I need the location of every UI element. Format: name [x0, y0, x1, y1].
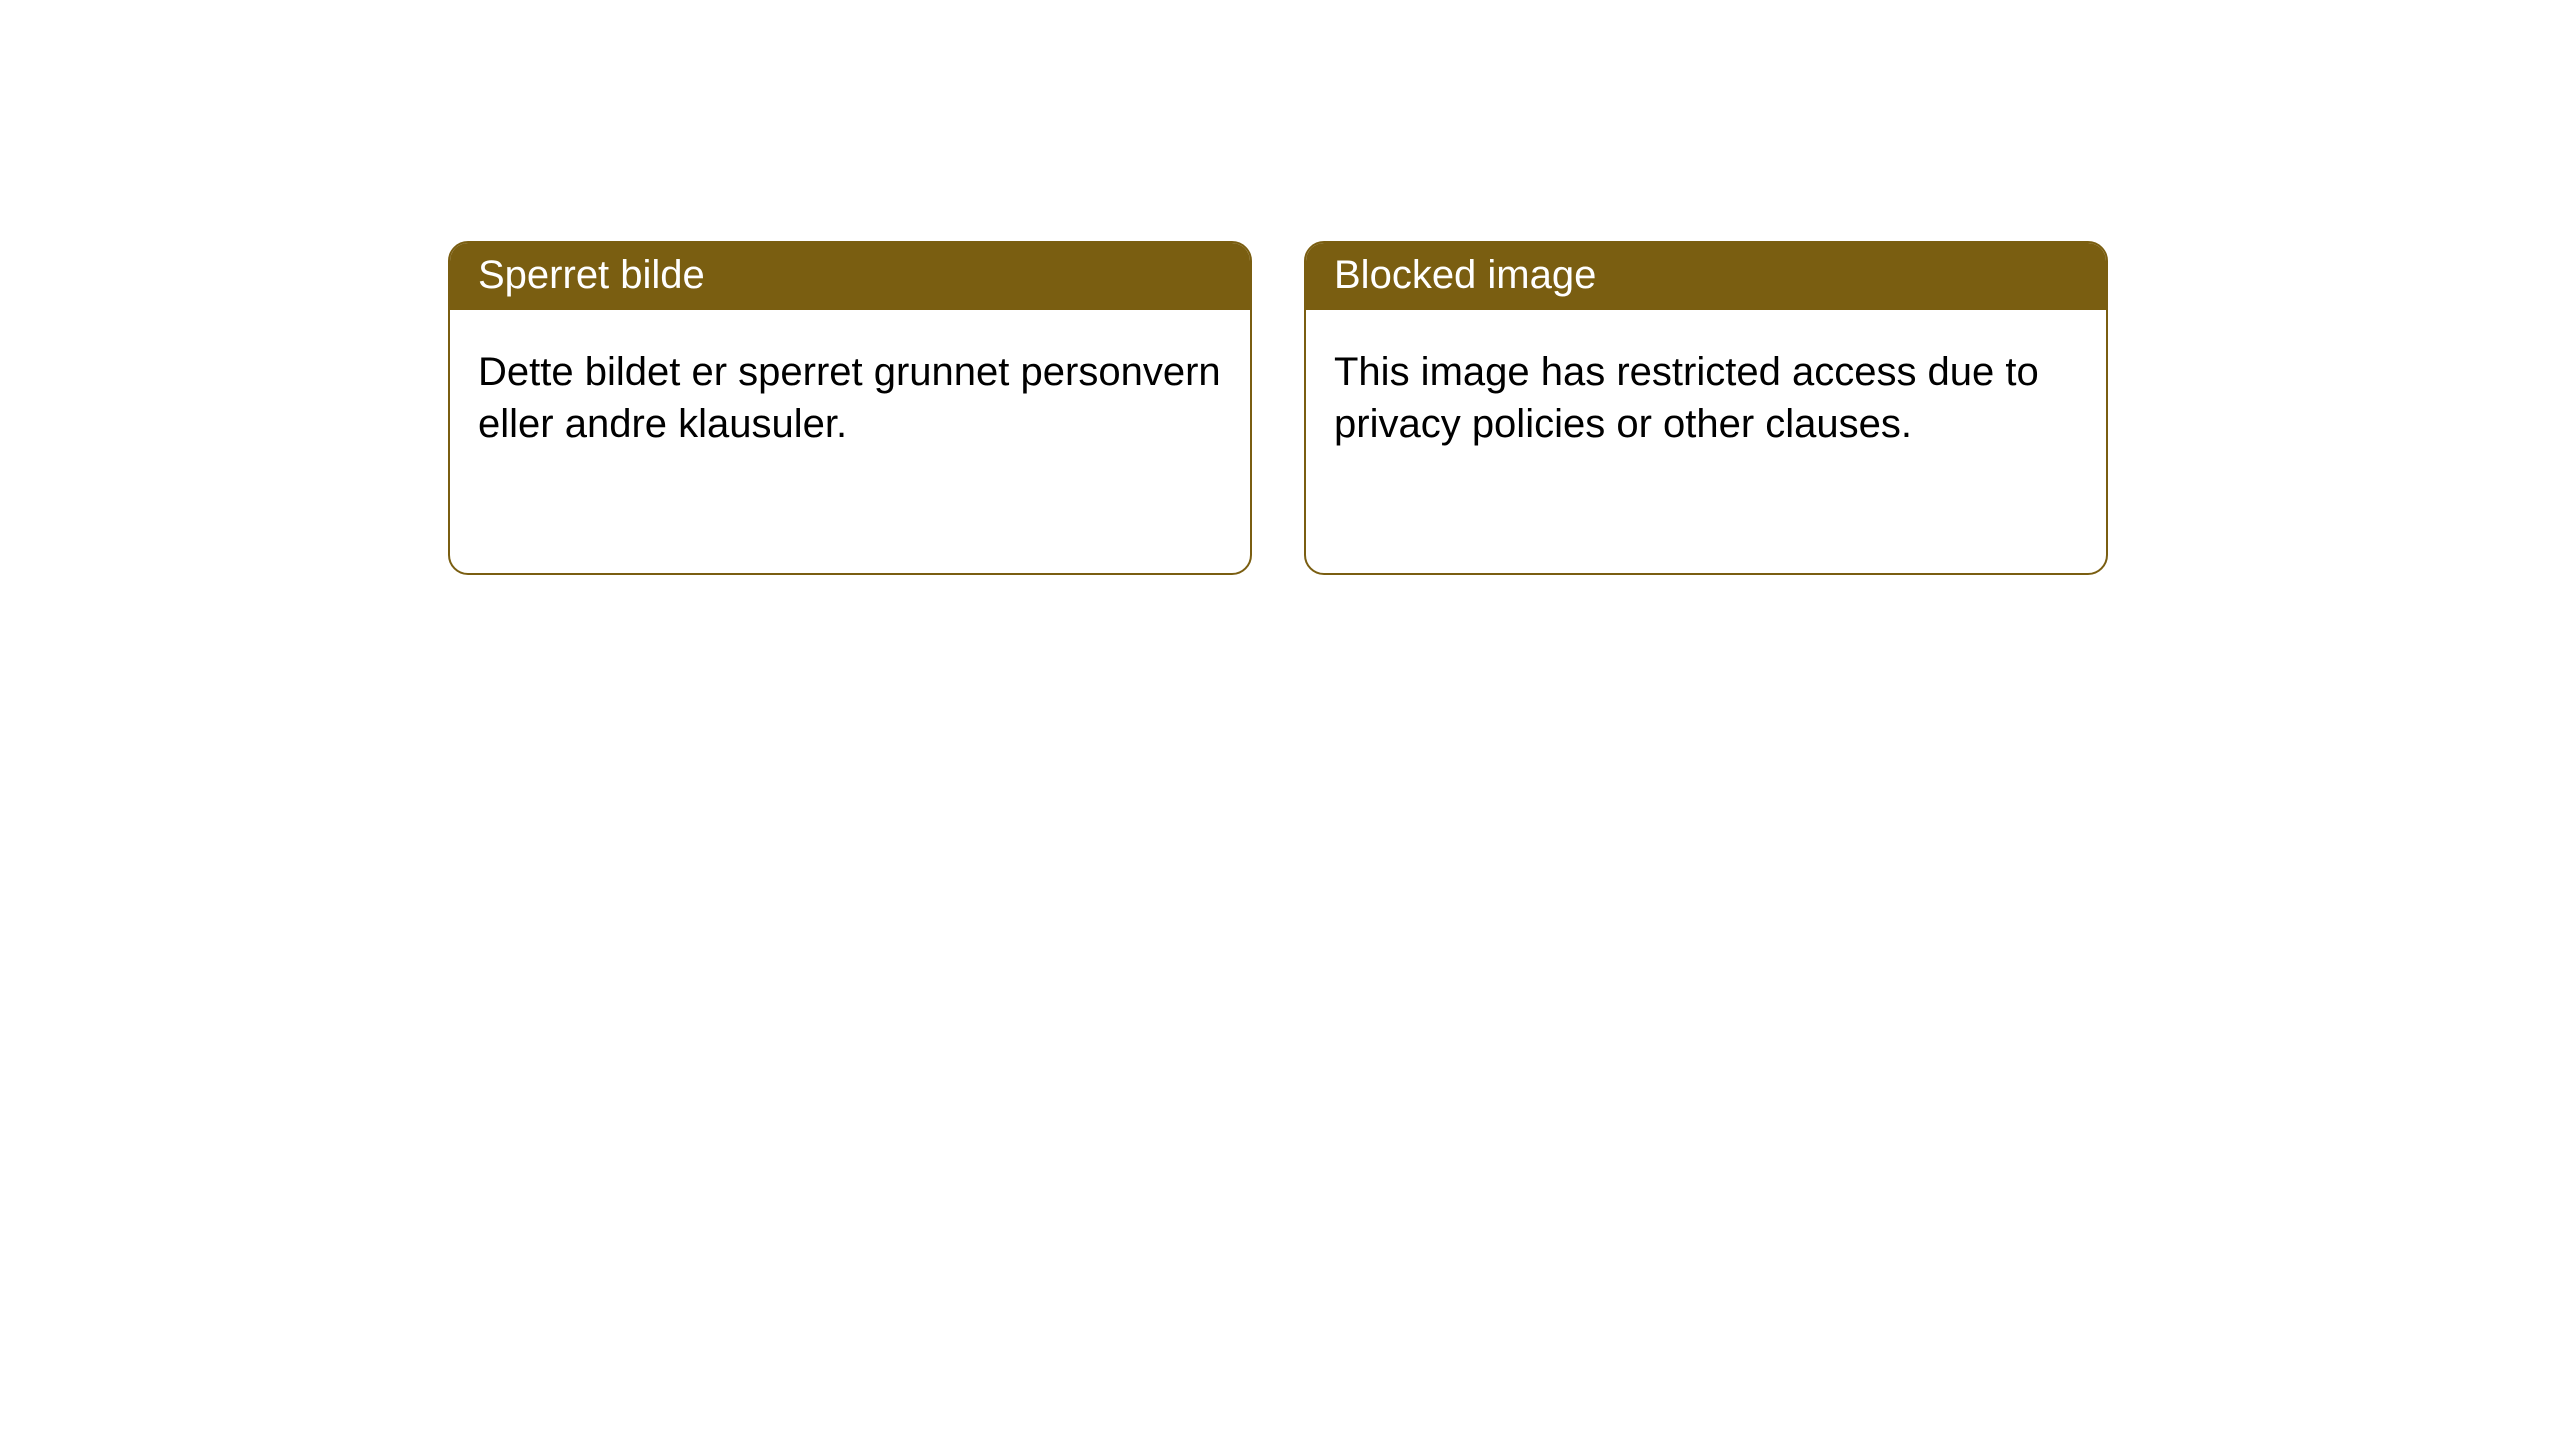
notice-title: Blocked image	[1306, 243, 2106, 310]
notice-body: Dette bildet er sperret grunnet personve…	[450, 310, 1250, 478]
notice-card-norwegian: Sperret bilde Dette bildet er sperret gr…	[448, 241, 1252, 575]
notice-card-english: Blocked image This image has restricted …	[1304, 241, 2108, 575]
notice-title: Sperret bilde	[450, 243, 1250, 310]
notice-body: This image has restricted access due to …	[1306, 310, 2106, 478]
notice-container: Sperret bilde Dette bildet er sperret gr…	[0, 0, 2560, 575]
